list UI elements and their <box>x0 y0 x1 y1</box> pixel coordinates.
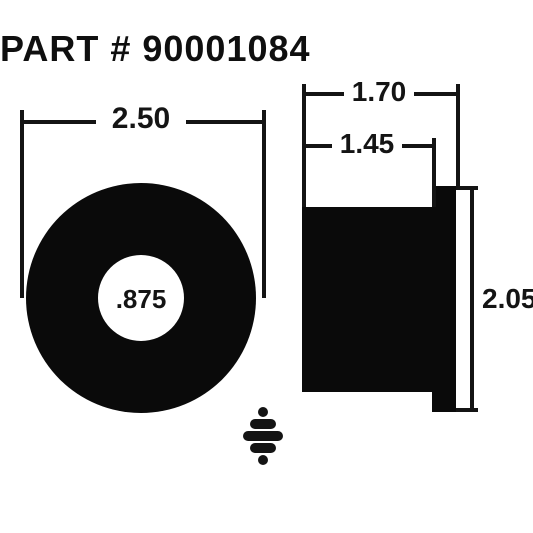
side-height-label: 2.05 <box>480 283 533 315</box>
front-dim-ext-left <box>20 110 24 298</box>
drawing-page: PART # 90001084 .875 2.50 1.70 1.45 2.05 <box>0 0 533 533</box>
side-dimH-ext-top <box>456 186 478 190</box>
side-dimH-line <box>470 186 474 412</box>
side-body <box>302 207 432 392</box>
side-body-w-label: 1.45 <box>332 128 402 160</box>
side-flange-right <box>432 186 456 412</box>
side-dim2-ext-right <box>432 138 436 207</box>
side-dimH-ext-bot <box>456 408 478 412</box>
front-dia-label: 2.50 <box>96 102 186 136</box>
side-dim2-ext-left <box>302 138 306 207</box>
front-dim-ext-right <box>262 110 266 298</box>
part-number-title: PART # 90001084 <box>0 28 311 70</box>
stack-icon <box>243 407 283 465</box>
side-dim1-ext-right <box>456 84 460 186</box>
side-overall-w-label: 1.70 <box>344 76 414 108</box>
inner-dia-label: .875 <box>106 284 176 315</box>
